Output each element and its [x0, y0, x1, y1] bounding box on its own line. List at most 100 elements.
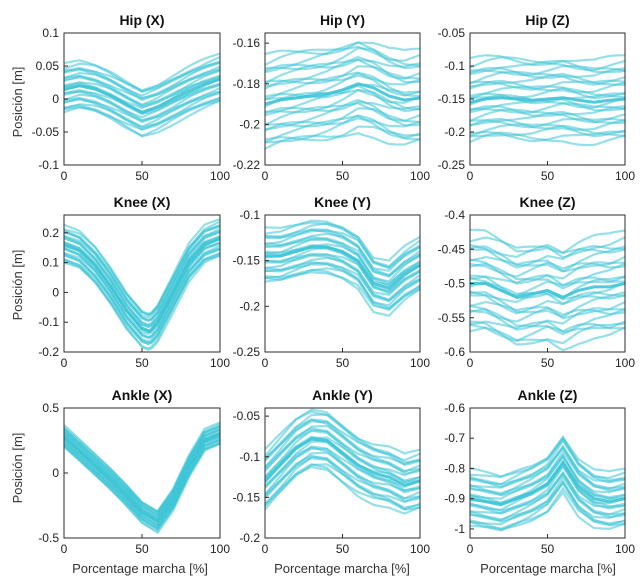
- y-tick-label: 0: [52, 92, 59, 106]
- y-tick-label: -0.16: [233, 36, 261, 50]
- subplot-9: Ankle (Z) 0 50 100 -1 -0.9 -0.8 -0.7 -0.6: [444, 387, 635, 556]
- series-line: [470, 300, 625, 320]
- y-tick-label: -0.2: [239, 117, 260, 131]
- series-line: [470, 79, 625, 94]
- x-axis-label-col-1: Porcentage marcha [%]: [72, 561, 208, 576]
- series-line: [265, 117, 420, 132]
- y-tick-label: 0.5: [42, 401, 59, 415]
- x-tick-label: 50: [336, 169, 350, 183]
- mean-series-line: [64, 432, 220, 524]
- subplot-1: Hip (X) 0 50 100 -0.1 -0.05 0 0.05 0.1: [32, 12, 231, 183]
- series-line: [470, 435, 625, 478]
- y-tick-label: -0.55: [438, 311, 466, 325]
- y-tick-label: -0.9: [444, 492, 465, 506]
- subplot-title: Knee (Z): [520, 194, 576, 210]
- y-tick-label: -0.15: [233, 490, 261, 504]
- series-line: [470, 262, 625, 290]
- subplot-title: Ankle (Y): [312, 387, 373, 403]
- series-line: [470, 59, 625, 75]
- series-line: [265, 260, 420, 307]
- series-line: [265, 221, 420, 262]
- y-tick-label: -0.5: [444, 277, 465, 291]
- x-axis-label-col-3: Porcentage marcha [%]: [480, 561, 616, 576]
- y-tick-label: -0.15: [233, 254, 261, 268]
- x-tick-label: 100: [210, 169, 230, 183]
- series-line: [470, 445, 625, 490]
- y-tick-label: -0.1: [239, 208, 260, 222]
- series-line: [64, 65, 220, 100]
- y-tick-label: 0.2: [42, 226, 59, 240]
- subplot-title: Hip (X): [119, 12, 164, 28]
- series-line: [470, 117, 625, 131]
- series-line: [470, 481, 625, 521]
- subplot-title: Knee (X): [114, 194, 171, 210]
- y-tick-label: -0.2: [239, 299, 260, 313]
- subplot-2: Hip (Y) 0 50 100 -0.22 -0.2 -0.18 -0.16: [233, 12, 431, 183]
- x-tick-label: 50: [541, 356, 555, 370]
- y-tick-label: -0.05: [233, 409, 261, 423]
- x-tick-label: 100: [410, 169, 430, 183]
- series-line: [265, 74, 420, 90]
- series-line: [265, 58, 420, 84]
- x-tick-label: 50: [135, 356, 149, 370]
- series-line: [265, 41, 420, 74]
- subplot-title: Knee (Y): [314, 194, 371, 210]
- x-tick-label: 0: [467, 542, 474, 556]
- x-tick-label: 100: [410, 356, 430, 370]
- series-line: [265, 236, 420, 283]
- subplot-6: Knee (Z) 0 50 100 -0.6 -0.55 -0.5 -0.45 -0.4: [438, 194, 636, 370]
- y-tick-label: -0.18: [233, 77, 261, 91]
- series-line: [470, 308, 625, 336]
- y-tick-label: -0.22: [233, 158, 261, 172]
- series-line: [265, 228, 420, 278]
- x-tick-label: 0: [61, 356, 68, 370]
- mean-series-line: [470, 459, 625, 507]
- subplot-5: Knee (Y) 0 50 100 -0.25 -0.2 -0.15 -0.1: [233, 194, 431, 370]
- y-tick-label: -0.15: [438, 92, 466, 106]
- x-tick-label: 100: [615, 169, 635, 183]
- y-tick-label: -0.25: [438, 158, 466, 172]
- x-tick-label: 50: [541, 169, 555, 183]
- y-tick-label: -0.1: [38, 315, 59, 329]
- series-line: [265, 102, 420, 126]
- x-tick-label: 0: [61, 542, 68, 556]
- x-tick-label: 50: [135, 542, 149, 556]
- mean-series-line: [64, 237, 220, 333]
- x-tick-label: 50: [541, 542, 555, 556]
- series-line: [265, 418, 420, 473]
- series-line: [64, 421, 220, 513]
- x-tick-label: 0: [61, 169, 68, 183]
- y-axis-label-row-3: Posición [m]: [10, 433, 25, 504]
- subplot-title: Ankle (Z): [518, 387, 578, 403]
- series-line: [470, 255, 625, 273]
- y-tick-label: -0.05: [438, 26, 466, 40]
- x-tick-label: 0: [467, 169, 474, 183]
- subplot-title: Hip (Y): [320, 12, 365, 28]
- mean-series-line: [64, 77, 220, 114]
- y-tick-label: -0.6: [444, 345, 465, 359]
- series-line: [470, 54, 625, 66]
- y-tick-label: 0.1: [42, 256, 59, 270]
- subplot-title: Hip (Z): [525, 12, 569, 28]
- y-tick-label: -0.45: [438, 242, 466, 256]
- y-tick-label: -0.1: [38, 158, 59, 172]
- y-tick-label: 0.1: [42, 26, 59, 40]
- series-line: [470, 243, 625, 259]
- x-tick-label: 100: [210, 356, 230, 370]
- x-tick-label: 50: [336, 356, 350, 370]
- series-line: [64, 218, 220, 316]
- series-line: [265, 41, 420, 56]
- series-line: [64, 52, 220, 93]
- mean-series-line: [470, 96, 625, 104]
- series-line: [470, 108, 625, 124]
- series-line: [265, 410, 420, 455]
- x-tick-label: 100: [615, 542, 635, 556]
- x-tick-label: 0: [262, 169, 269, 183]
- y-tick-label: 0: [52, 466, 59, 480]
- y-tick-label: -0.2: [444, 125, 465, 139]
- series-line: [64, 90, 220, 131]
- mean-series-line: [470, 282, 625, 299]
- y-tick-label: 0.05: [36, 59, 60, 73]
- y-tick-label: -0.4: [444, 208, 465, 222]
